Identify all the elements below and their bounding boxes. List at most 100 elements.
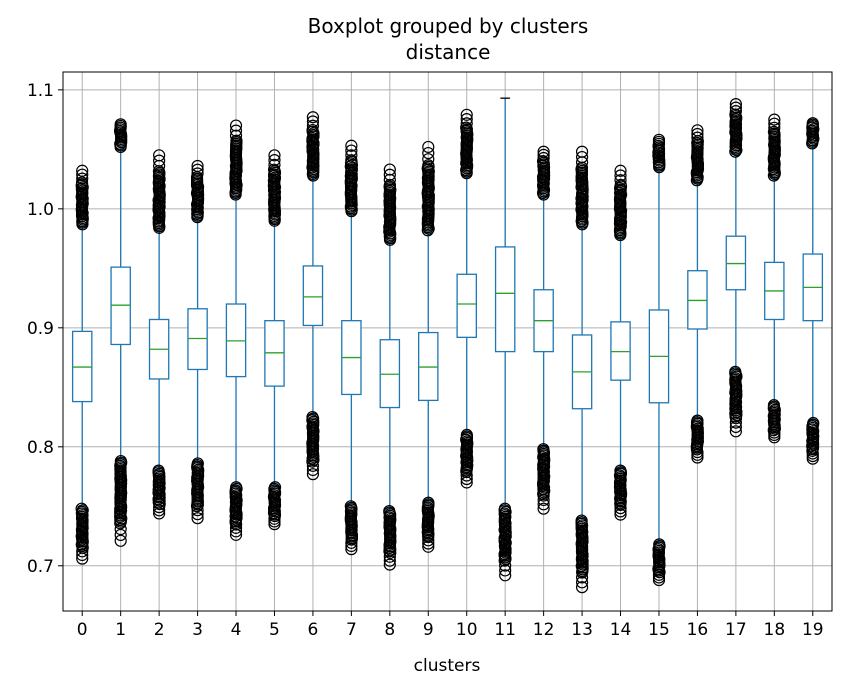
outlier-point: [691, 451, 704, 464]
outlier-point: [729, 425, 742, 438]
outlier-point: [76, 552, 89, 565]
outlier-point: [537, 502, 550, 515]
outlier-point: [230, 508, 243, 521]
outlier-point: [691, 446, 704, 459]
iqr-box: [494, 246, 516, 353]
x-tick-label: 10: [456, 620, 478, 640]
outlier-point: [345, 144, 358, 157]
box-group-cluster-7: [341, 139, 362, 556]
outlier-point: [691, 448, 704, 461]
outlier-point: [268, 158, 281, 171]
y-tick-label: 0.7: [27, 557, 54, 577]
outlier-point: [422, 530, 435, 544]
outlier-point: [499, 559, 512, 572]
outlier-point: [537, 148, 550, 161]
outlier-point: [422, 159, 435, 172]
box-group-cluster-8: [379, 163, 401, 571]
outlier-point: [306, 123, 319, 137]
outlier-point: [537, 489, 550, 502]
outlier-point: [306, 111, 320, 124]
box-group-cluster-9: [418, 140, 439, 553]
x-tick-label: 16: [687, 620, 709, 640]
outlier-point: [345, 533, 358, 546]
outlier-point: [729, 98, 742, 111]
box-group-cluster-10: [456, 108, 477, 489]
box-group-cluster-15: [648, 133, 670, 587]
outlier-point: [691, 124, 704, 137]
outlier-point: [306, 115, 320, 128]
outlier-point: [575, 145, 589, 158]
outlier-point: [345, 162, 358, 175]
outlier-point: [729, 407, 742, 420]
outlier-point: [807, 438, 820, 451]
outlier-point: [191, 508, 204, 521]
outlier-point: [306, 463, 320, 477]
outlier-point: [806, 117, 819, 130]
x-tick-label: 4: [231, 620, 242, 640]
outlier-point: [229, 521, 243, 534]
outlier-point: [153, 494, 166, 507]
chart-title: Boxplot grouped by clusters: [308, 14, 589, 38]
outlier-point: [191, 498, 204, 511]
outlier-point: [114, 517, 127, 530]
outlier-point: [306, 459, 320, 472]
outlier-point: [383, 173, 396, 186]
x-tick-label: 13: [571, 620, 593, 640]
outlier-point: [768, 113, 781, 126]
x-tick-label: 0: [77, 620, 88, 640]
x-tick-label: 12: [533, 620, 555, 640]
outlier-point: [652, 573, 666, 587]
box-group-cluster-12: [533, 145, 554, 515]
box-group-cluster-0: [71, 164, 93, 565]
outlier-point: [652, 133, 666, 146]
x-tick-label: 14: [610, 620, 632, 640]
outlier-point: [460, 117, 473, 130]
y-tick-label: 1.1: [27, 81, 54, 101]
outlier-point: [806, 452, 819, 465]
outlier-point: [345, 139, 358, 152]
outlier-point: [768, 431, 781, 444]
outlier-point: [422, 537, 435, 550]
outlier-point: [614, 169, 627, 182]
outlier-point: [768, 117, 781, 130]
outlier-point: [76, 168, 89, 181]
y-tick-label: 0.9: [27, 319, 54, 339]
y-tick-label: 1.0: [27, 200, 54, 220]
outlier-point: [614, 498, 627, 512]
outlier-point: [268, 515, 281, 528]
box-group-cluster-6: [302, 111, 324, 481]
box-group-cluster-14: [610, 164, 631, 521]
outlier-point: [537, 493, 550, 507]
outlier-point: [575, 581, 589, 594]
box-group-cluster-5: [264, 149, 285, 531]
outlier-point: [268, 512, 281, 525]
outlier-point: [768, 121, 781, 134]
outlier-point: [575, 150, 589, 164]
box-group-cluster-17: [725, 98, 747, 438]
outlier-point: [191, 504, 204, 517]
outlier-point: [614, 164, 627, 177]
x-tick-label: 1: [115, 620, 126, 640]
box-group-cluster-3: [187, 159, 208, 525]
iqr-box: [302, 265, 324, 327]
outlier-point: [460, 469, 473, 482]
outlier-point: [114, 523, 127, 536]
outlier-point: [576, 566, 589, 579]
outlier-point: [383, 163, 396, 176]
outlier-point: [614, 502, 627, 515]
outlier-point: [575, 576, 589, 589]
outlier-point: [384, 546, 397, 559]
outlier-point: [460, 476, 473, 489]
outlier-point: [191, 167, 204, 180]
box-group-cluster-19: [802, 117, 824, 465]
outlier-point: [422, 534, 435, 547]
outlier-point: [383, 168, 396, 181]
outlier-point: [191, 512, 204, 525]
outlier-point: [499, 569, 512, 582]
x-tick-label: 15: [648, 620, 670, 640]
outlier-point: [422, 140, 435, 154]
outlier-point: [345, 536, 358, 549]
outlier-point: [537, 145, 550, 158]
iqr-box: [456, 273, 477, 338]
